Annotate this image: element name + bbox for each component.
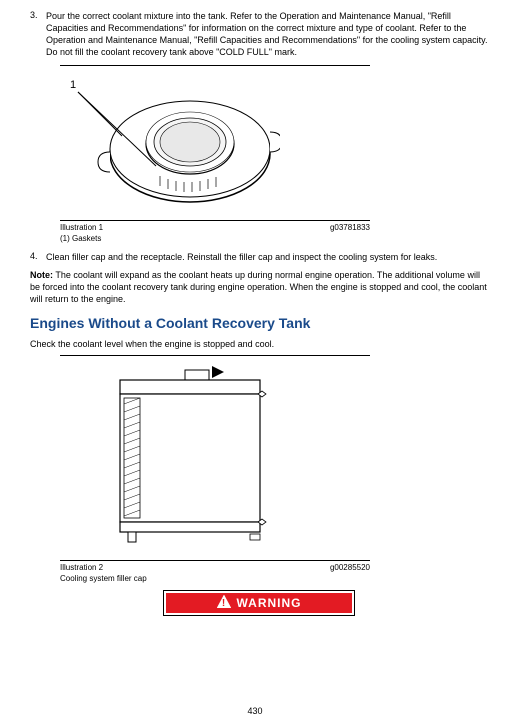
illustration-2-block	[60, 364, 370, 554]
illustration-2-meta: Illustration 2 g00285520 Cooling system …	[60, 563, 370, 583]
illustration-1-label: Illustration 1	[60, 223, 103, 232]
warning-banner: ! WARNING	[164, 591, 354, 615]
callout-1-label: 1	[70, 79, 76, 91]
illustration-1-meta: Illustration 1 g03781833 (1) Gaskets	[60, 223, 370, 243]
illustration-2-label: Illustration 2	[60, 563, 103, 572]
warning-text: WARNING	[237, 596, 302, 610]
illustration-2-sub: Cooling system filler cap	[60, 574, 370, 583]
svg-text:!: !	[221, 598, 225, 608]
step-4-text: Clean filler cap and the receptacle. Rei…	[46, 251, 488, 263]
section-intro: Check the coolant level when the engine …	[30, 339, 488, 349]
illustration-1-sub: (1) Gaskets	[60, 234, 370, 243]
divider	[60, 65, 370, 66]
page-number: 430	[0, 706, 510, 716]
divider	[60, 220, 370, 221]
illustration-1-code: g03781833	[330, 223, 370, 232]
step-3: 3. Pour the correct coolant mixture into…	[30, 10, 488, 59]
step-3-number: 3.	[30, 10, 46, 59]
step-4: 4. Clean filler cap and the receptacle. …	[30, 251, 488, 263]
note-paragraph: Note: The coolant will expand as the coo…	[30, 269, 488, 305]
divider	[60, 355, 370, 356]
filler-cap-illustration: 1	[60, 74, 280, 214]
illustration-2-code: g00285520	[330, 563, 370, 572]
note-prefix: Note:	[30, 270, 53, 280]
section-heading: Engines Without a Coolant Recovery Tank	[30, 315, 488, 331]
step-3-text: Pour the correct coolant mixture into th…	[46, 10, 488, 59]
divider	[60, 560, 370, 561]
radiator-illustration	[100, 364, 300, 554]
note-body: The coolant will expand as the coolant h…	[30, 270, 487, 304]
warning-triangle-icon: !	[217, 595, 231, 611]
step-4-number: 4.	[30, 251, 46, 263]
illustration-1-block: 1	[60, 74, 370, 214]
